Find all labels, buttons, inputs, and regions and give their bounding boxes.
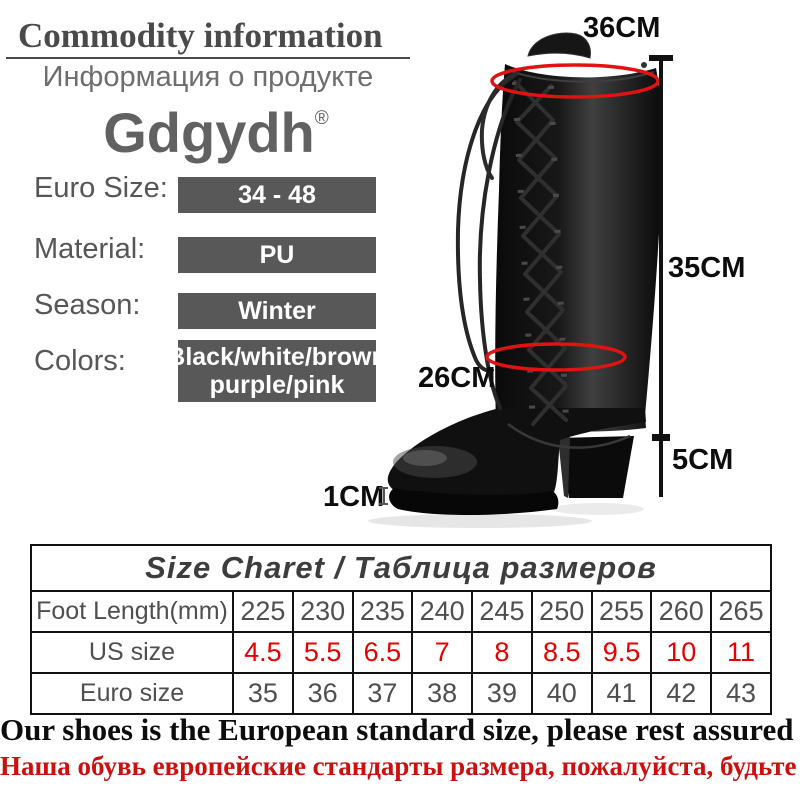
table-cell: 245	[471, 590, 533, 633]
hanging-lace-3	[479, 72, 518, 180]
table-row-foot-length: Foot Length(mm) 225 230 235 240 245 250 …	[30, 590, 772, 633]
table-row-euro-size: Euro size 35 36 37 38 39 40 41 42 43	[30, 672, 772, 715]
table-cell: 255	[590, 590, 653, 633]
page-title: Commodity information	[18, 16, 383, 55]
table-cell: 42	[650, 672, 713, 715]
row-label: Euro size	[30, 672, 234, 715]
table-cell: 40	[530, 672, 593, 715]
attribute-label-colors: Colors:	[34, 345, 126, 377]
vamp-seam	[507, 423, 631, 449]
title-underline	[6, 57, 410, 59]
attribute-value-text-line2: purple/pink	[209, 371, 345, 399]
table-cell: 235	[351, 590, 414, 633]
row-label: Foot Length(mm)	[30, 590, 234, 633]
attribute-value-text: 34 - 48	[238, 180, 316, 209]
table-cell: 9.5	[590, 631, 653, 674]
attribute-value-colors: Black/white/brown purple/pink	[167, 340, 387, 402]
platform-tick-mark	[379, 487, 388, 505]
row-label: US size	[30, 631, 234, 674]
toe-sheen	[393, 446, 477, 478]
boot-photo	[368, 32, 673, 528]
label-platform-height: 1CM	[323, 481, 385, 513]
table-cell: 11	[710, 631, 772, 674]
table-cell: 265	[710, 590, 772, 633]
attribute-label-material: Material:	[34, 233, 146, 265]
table-row-us-size: US size 4.5 5.5 6.5 7 8 8.5 9.5 10 11	[30, 631, 772, 674]
table-cell: 37	[351, 672, 414, 715]
brand-name: Gdgydh	[103, 101, 315, 164]
footer-note-ru: Наша обувь европейские стандарты размера…	[0, 751, 800, 781]
brand-logo: Gdgydh®	[0, 100, 432, 165]
hanging-lace-1	[455, 74, 516, 373]
size-table: Size Charet / Таблица размеров Foot Leng…	[30, 544, 772, 715]
boot-heel-highlight	[558, 437, 570, 498]
footer-note-en: Our shoes is the European standard size,…	[0, 712, 800, 747]
attribute-value-season: Winter	[178, 293, 376, 329]
table-cell: 43	[710, 672, 772, 715]
label-heel-height: 5CM	[672, 444, 734, 476]
toe-sheen-small	[403, 450, 447, 466]
table-cell: 41	[590, 672, 653, 715]
table-cell: 250	[530, 590, 593, 633]
table-cell: 5.5	[291, 631, 354, 674]
table-cell: 240	[411, 590, 474, 633]
table-cell: 6.5	[351, 631, 414, 674]
boot-rim-edge	[507, 69, 655, 83]
top-circumference-ellipse	[490, 63, 660, 99]
attribute-value-text: PU	[259, 240, 295, 269]
table-cell: 7	[411, 631, 474, 674]
registered-trademark-icon: ®	[314, 108, 329, 129]
page-subtitle-ru: Информация о продукте	[42, 61, 374, 93]
boot-heel	[558, 436, 634, 498]
table-cell: 38	[411, 672, 474, 715]
label-shaft-height: 35CM	[668, 252, 746, 284]
table-cell: 39	[471, 672, 533, 715]
table-cell: 35	[232, 672, 294, 715]
label-calf-circumference: 26CM	[418, 362, 496, 394]
table-cell: 230	[291, 590, 354, 633]
table-cell: 225	[232, 590, 294, 633]
table-cell: 260	[650, 590, 713, 633]
table-cell: 10	[650, 631, 713, 674]
attribute-label-euro-size: Euro Size:	[34, 172, 168, 204]
ground-shadow-heel	[552, 503, 644, 515]
measure-line	[659, 58, 663, 497]
attribute-value-material: PU	[178, 237, 376, 273]
table-cell: 4.5	[232, 631, 294, 674]
attribute-label-season: Season:	[34, 289, 141, 321]
table-cell: 8	[471, 631, 533, 674]
lace-crisscross	[513, 80, 568, 426]
calf-circumference-ellipse	[485, 342, 627, 372]
zipper-pull-icon	[641, 62, 647, 68]
platform-sole	[389, 488, 559, 515]
table-cell: 8.5	[530, 631, 593, 674]
measure-line-tick	[652, 434, 670, 441]
attribute-value-text-line1: Black/white/brown	[167, 342, 387, 371]
label-top-circumference: 36CM	[583, 12, 661, 44]
ground-shadow	[368, 514, 592, 528]
hanging-lace-2	[477, 78, 522, 410]
boot-cuff	[527, 32, 591, 59]
attribute-value-euro-size: 34 - 48	[178, 177, 376, 213]
table-cell: 36	[291, 672, 354, 715]
size-table-title: Size Charet / Таблица размеров	[30, 544, 772, 592]
attribute-value-text: Winter	[238, 296, 316, 325]
